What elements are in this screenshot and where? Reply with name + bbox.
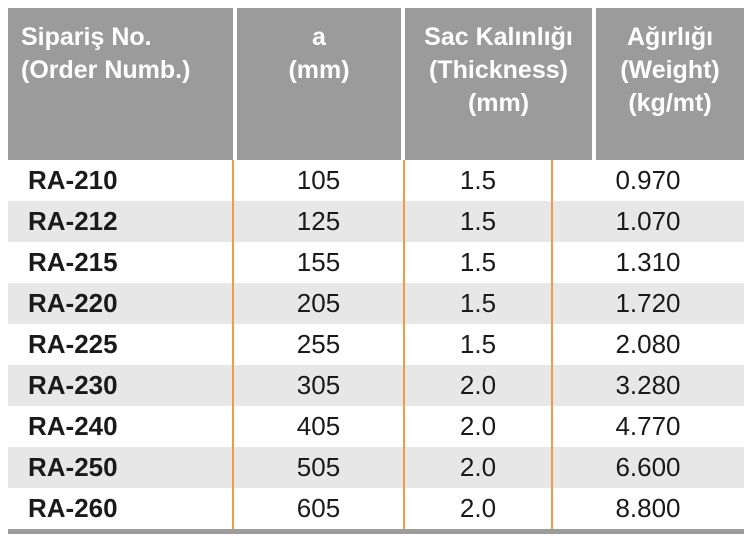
cell-weight: 1.720 [615, 288, 681, 318]
column-separator-line [232, 160, 234, 529]
column-separator-line [551, 160, 553, 529]
cell-weight: 6.600 [615, 452, 681, 482]
cell-thickness: 2.0 [459, 493, 497, 523]
header-weight: Ağırlığı (Weight) (kg/mt) [596, 8, 744, 160]
header-line: Sipariş No. [21, 23, 152, 51]
header-line: (Weight) [620, 56, 720, 84]
cell-a: 155 [296, 247, 341, 277]
cell-thickness: 1.5 [459, 288, 497, 318]
table-body: RA-210 105 1.5 0.970 RA-212 125 1.5 1.07… [8, 160, 744, 529]
table-row: RA-240 405 2.0 4.770 [8, 406, 744, 447]
cell-a: 205 [296, 288, 341, 318]
header-line: (mm) [288, 56, 350, 84]
table-row: RA-220 205 1.5 1.720 [8, 283, 744, 324]
column-separator-line [403, 160, 405, 529]
cell-weight: 2.080 [615, 329, 681, 359]
table-row: RA-260 605 2.0 8.800 [8, 488, 744, 529]
cell-a: 255 [296, 329, 341, 359]
table-row: RA-250 505 2.0 6.600 [8, 447, 744, 488]
cell-a: 505 [296, 452, 341, 482]
cell-thickness: 1.5 [459, 206, 497, 236]
cell-order-no: RA-212 [28, 206, 118, 236]
cell-thickness: 2.0 [459, 370, 497, 400]
table-row: RA-212 125 1.5 1.070 [8, 201, 744, 242]
cell-weight: 8.800 [615, 493, 681, 523]
table-bottom-border [8, 529, 744, 534]
cell-order-no: RA-240 [28, 411, 118, 441]
cell-weight: 1.310 [615, 247, 681, 277]
cell-weight: 1.070 [615, 206, 681, 236]
cell-order-no: RA-225 [28, 329, 118, 359]
header-line: (Thickness) [429, 56, 568, 84]
cell-weight: 3.280 [615, 370, 681, 400]
cell-order-no: RA-250 [28, 452, 118, 482]
cell-weight: 0.970 [615, 165, 681, 195]
cell-a: 105 [296, 165, 341, 195]
header-line: Ağırlığı [626, 23, 714, 51]
spec-table: Sipariş No. (Order Numb.) a (mm) Sac Kal… [8, 8, 744, 534]
table-row: RA-230 305 2.0 3.280 [8, 365, 744, 406]
header-line: (kg/mt) [628, 89, 712, 117]
header-order-number: Sipariş No. (Order Numb.) [8, 8, 233, 160]
table-row: RA-225 255 1.5 2.080 [8, 324, 744, 365]
cell-a: 605 [296, 493, 341, 523]
header-line: Sac Kalınlığı [424, 23, 573, 51]
header-a-mm: a (mm) [237, 8, 401, 160]
cell-thickness: 2.0 [459, 452, 497, 482]
cell-weight: 4.770 [615, 411, 681, 441]
cell-order-no: RA-260 [28, 493, 118, 523]
cell-order-no: RA-220 [28, 288, 118, 318]
table-row: RA-210 105 1.5 0.970 [8, 160, 744, 201]
cell-order-no: RA-230 [28, 370, 118, 400]
cell-thickness: 1.5 [459, 329, 497, 359]
header-line: (mm) [467, 89, 530, 117]
cell-order-no: RA-210 [28, 165, 118, 195]
header-line: a [312, 23, 326, 51]
cell-thickness: 1.5 [459, 165, 497, 195]
table-row: RA-215 155 1.5 1.310 [8, 242, 744, 283]
header-thickness: Sac Kalınlığı (Thickness) (mm) [405, 8, 592, 160]
cell-a: 125 [296, 206, 341, 236]
cell-a: 305 [296, 370, 341, 400]
cell-thickness: 2.0 [459, 411, 497, 441]
table-header-row: Sipariş No. (Order Numb.) a (mm) Sac Kal… [8, 8, 744, 160]
header-line: (Order Numb.) [21, 56, 191, 84]
cell-order-no: RA-215 [28, 247, 118, 277]
cell-thickness: 1.5 [459, 247, 497, 277]
cell-a: 405 [296, 411, 341, 441]
